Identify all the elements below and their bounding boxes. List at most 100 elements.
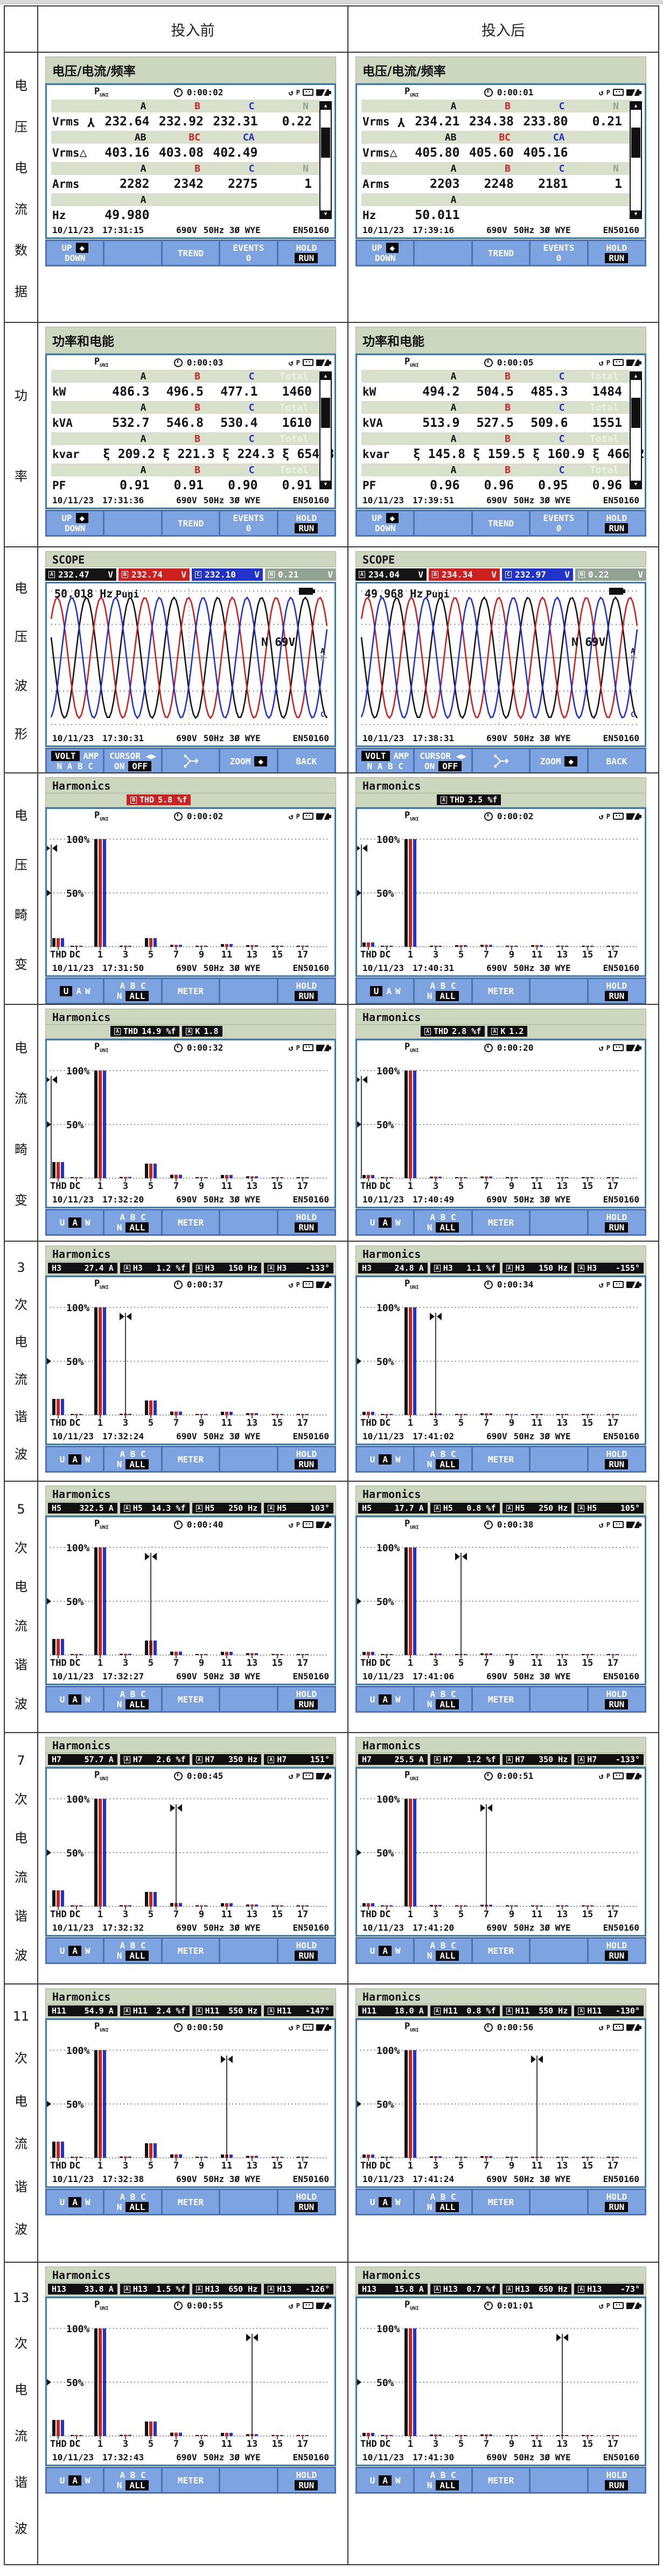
softkey-f3-button[interactable]: TREND — [472, 241, 529, 265]
harmonic-cursor[interactable] — [145, 1553, 157, 1655]
unit-option-U[interactable]: U — [59, 986, 73, 996]
unit-option-A[interactable]: A — [68, 2475, 82, 2486]
unit-option-W[interactable]: W — [395, 1217, 401, 1228]
softkey-f5-button[interactable]: HOLD RUN — [588, 1447, 645, 1471]
softkey-f4-button[interactable] — [220, 1939, 277, 1962]
unit-option-A[interactable]: A — [76, 986, 82, 996]
softkey-f5-button[interactable]: HOLD RUN — [278, 1939, 335, 1962]
softkey-f3-button[interactable]: METER — [162, 2190, 219, 2214]
softkey-f1-button[interactable]: UP ◆ DOWN — [47, 511, 103, 535]
softkey-f3-button[interactable]: METER — [472, 1210, 529, 1234]
softkey-f4-button[interactable]: EVENTS 0 — [220, 511, 277, 535]
softkey-f5-button[interactable]: HOLD RUN — [588, 2468, 645, 2492]
softkey-f3-button[interactable]: METER — [472, 2468, 529, 2492]
unit-option-W[interactable]: W — [395, 1694, 401, 1705]
unit-option-U[interactable]: U — [369, 1454, 375, 1465]
softkey-f4-button[interactable] — [220, 1687, 277, 1711]
softkey-f5-button[interactable]: BACK — [278, 749, 335, 772]
softkey-f5-button[interactable]: HOLD RUN — [588, 1939, 645, 1962]
unit-option-A[interactable]: A — [68, 2197, 82, 2207]
softkey-f3-button[interactable]: METER — [472, 1939, 529, 1962]
scrollbar[interactable]: ▲ ▼ — [319, 101, 332, 219]
scroll-down-arrow[interactable]: ▼ — [320, 210, 331, 218]
softkey-f1-button[interactable]: UP ◆ DOWN — [357, 241, 414, 265]
unit-option-A[interactable]: A — [379, 1694, 392, 1705]
unit-option-W[interactable]: W — [395, 1945, 401, 1956]
scroll-down-arrow[interactable]: ▼ — [631, 210, 641, 218]
softkey-f5-button[interactable]: HOLD RUN — [588, 2190, 645, 2214]
unit-option-W[interactable]: W — [85, 1945, 90, 1956]
softkey-f3-button[interactable] — [472, 749, 529, 772]
unit-option-A[interactable]: A — [379, 1945, 392, 1956]
softkey-f3-button[interactable]: METER — [162, 1210, 219, 1234]
scroll-up-arrow[interactable]: ▲ — [320, 372, 331, 380]
unit-option-U[interactable]: U — [369, 986, 383, 996]
softkey-f3-button[interactable]: METER — [162, 1447, 219, 1471]
harmonic-cursor[interactable] — [531, 2056, 543, 2158]
softkey-f4-button[interactable] — [531, 2190, 587, 2214]
unit-option-U[interactable]: U — [369, 1945, 375, 1956]
unit-option-U[interactable]: U — [369, 2475, 375, 2486]
softkey-f5-button[interactable]: HOLD RUN — [588, 1210, 645, 1234]
softkey-f3-button[interactable]: TREND — [162, 241, 219, 265]
harmonic-cursor[interactable] — [45, 844, 57, 947]
unit-option-A[interactable]: A — [68, 1945, 82, 1956]
softkey-f5-button[interactable]: HOLD RUN — [588, 1687, 645, 1711]
unit-option-U[interactable]: U — [59, 1694, 65, 1705]
unit-option-W[interactable]: W — [395, 2197, 401, 2207]
scrollbar[interactable]: ▲ ▼ — [319, 371, 332, 489]
unit-option-A[interactable]: A — [379, 1454, 392, 1465]
softkey-f3-button[interactable]: METER — [472, 1687, 529, 1711]
unit-option-W[interactable]: W — [85, 2475, 90, 2486]
softkey-f5-button[interactable]: HOLD RUN — [278, 2468, 335, 2492]
unit-option-W[interactable]: W — [395, 1454, 401, 1465]
softkey-f4-button[interactable]: ZOOM ◆ — [220, 749, 277, 772]
unit-option-W[interactable]: W — [85, 1694, 90, 1705]
scroll-up-arrow[interactable]: ▲ — [320, 102, 331, 110]
unit-option-U[interactable]: U — [59, 2475, 65, 2486]
unit-option-W[interactable]: W — [85, 1217, 90, 1228]
softkey-f2-button[interactable] — [415, 241, 471, 265]
softkey-f2-button[interactable]: A B C N ALL — [415, 1447, 471, 1471]
unit-option-A[interactable]: A — [379, 2475, 392, 2486]
softkey-f5-button[interactable]: HOLD RUN — [278, 1447, 335, 1471]
softkey-f4-button[interactable] — [220, 1210, 277, 1234]
scroll-thumb[interactable] — [631, 398, 640, 428]
softkey-f3-button[interactable]: METER — [472, 2190, 529, 2214]
harmonic-cursor[interactable] — [355, 1076, 367, 1178]
scroll-up-arrow[interactable]: ▲ — [631, 102, 641, 110]
softkey-f2-button[interactable]: CURSOR ◀▶ ON OFF — [104, 749, 161, 772]
unit-option-U[interactable]: U — [369, 1694, 375, 1705]
softkey-f4-button[interactable] — [220, 2468, 277, 2492]
softkey-f4-button[interactable] — [531, 1447, 587, 1471]
softkey-f1-button[interactable]: VOLT AMP N A B C — [47, 749, 103, 772]
scrollbar[interactable]: ▲ ▼ — [630, 371, 642, 489]
unit-option-A[interactable]: A — [379, 2197, 392, 2207]
softkey-f4-button[interactable] — [531, 1210, 587, 1234]
softkey-f2-button[interactable] — [104, 511, 161, 535]
softkey-f5-button[interactable]: HOLD RUN — [278, 241, 335, 265]
softkey-f4-button[interactable]: EVENTS 0 — [531, 511, 587, 535]
scroll-up-arrow[interactable]: ▲ — [631, 372, 641, 380]
softkey-f1-button[interactable]: UP ◆ DOWN — [47, 241, 103, 265]
harmonic-cursor[interactable] — [221, 2056, 233, 2158]
softkey-f5-button[interactable]: HOLD RUN — [588, 511, 645, 535]
softkey-f2-button[interactable]: A B C N ALL — [415, 2190, 471, 2214]
softkey-f2-button[interactable]: A B C N ALL — [415, 1687, 471, 1711]
softkey-f3-button[interactable]: METER — [162, 2468, 219, 2492]
harmonic-cursor[interactable] — [556, 2334, 568, 2436]
softkey-f4-button[interactable] — [531, 979, 587, 1003]
softkey-f3-button[interactable]: METER — [162, 979, 219, 1003]
softkey-f5-button[interactable]: BACK — [588, 749, 645, 772]
unit-option-A[interactable]: A — [386, 986, 392, 996]
softkey-f2-button[interactable]: A B C N ALL — [104, 1447, 161, 1471]
unit-option-W[interactable]: W — [85, 1454, 90, 1465]
